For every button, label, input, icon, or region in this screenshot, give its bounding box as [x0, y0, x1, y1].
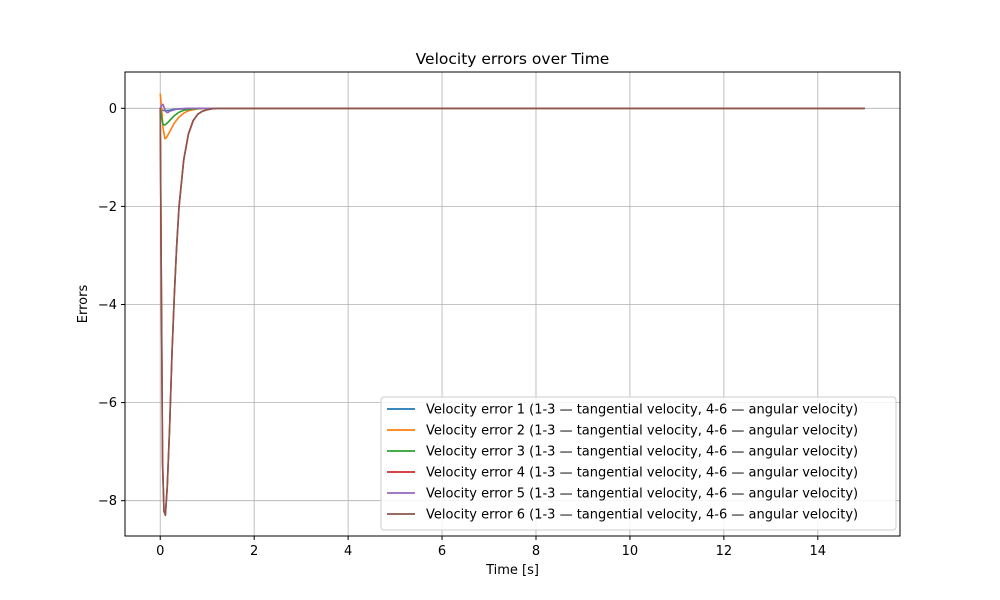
- chart-title: Velocity errors over Time: [416, 50, 610, 68]
- legend-entry-3: Velocity error 3 (1-3 — tangential veloc…: [426, 445, 858, 460]
- y-tick-label: −4: [98, 298, 117, 313]
- y-tick-label: −2: [98, 200, 117, 215]
- legend-entry-4: Velocity error 4 (1-3 — tangential veloc…: [426, 466, 858, 481]
- x-tick-label: 14: [810, 544, 827, 559]
- x-tick-label: 12: [716, 544, 733, 559]
- y-tick-label: −8: [98, 494, 117, 509]
- legend-box: [380, 396, 897, 531]
- x-tick-label: 8: [532, 544, 540, 559]
- x-tick-label: 10: [622, 544, 639, 559]
- legend-entry-1: Velocity error 1 (1-3 — tangential veloc…: [426, 403, 858, 418]
- x-tick-label: 6: [438, 544, 446, 559]
- legend-entry-2: Velocity error 2 (1-3 — tangential veloc…: [426, 424, 858, 439]
- x-axis-ticks: 0 2 4 6 8 10 12 14: [156, 536, 826, 559]
- y-tick-label: 0: [109, 102, 117, 117]
- y-tick-label: −6: [98, 396, 117, 411]
- y-axis-label: Errors: [76, 285, 91, 324]
- x-axis-label: Time [s]: [485, 563, 539, 578]
- legend-entry-6: Velocity error 6 (1-3 — tangential veloc…: [426, 508, 858, 523]
- series-line-5: [159, 103, 865, 114]
- y-axis-ticks: 0 −2 −4 −6 −8: [98, 102, 125, 509]
- plot-area: [159, 93, 865, 517]
- x-tick-label: 4: [344, 544, 352, 559]
- x-tick-label: 0: [156, 544, 164, 559]
- x-tick-label: 2: [250, 544, 258, 559]
- legend-entry-5: Velocity error 5 (1-3 — tangential veloc…: [426, 487, 858, 502]
- series-line-6: [159, 107, 865, 517]
- legend: Velocity error 1 (1-3 — tangential veloc…: [380, 396, 897, 531]
